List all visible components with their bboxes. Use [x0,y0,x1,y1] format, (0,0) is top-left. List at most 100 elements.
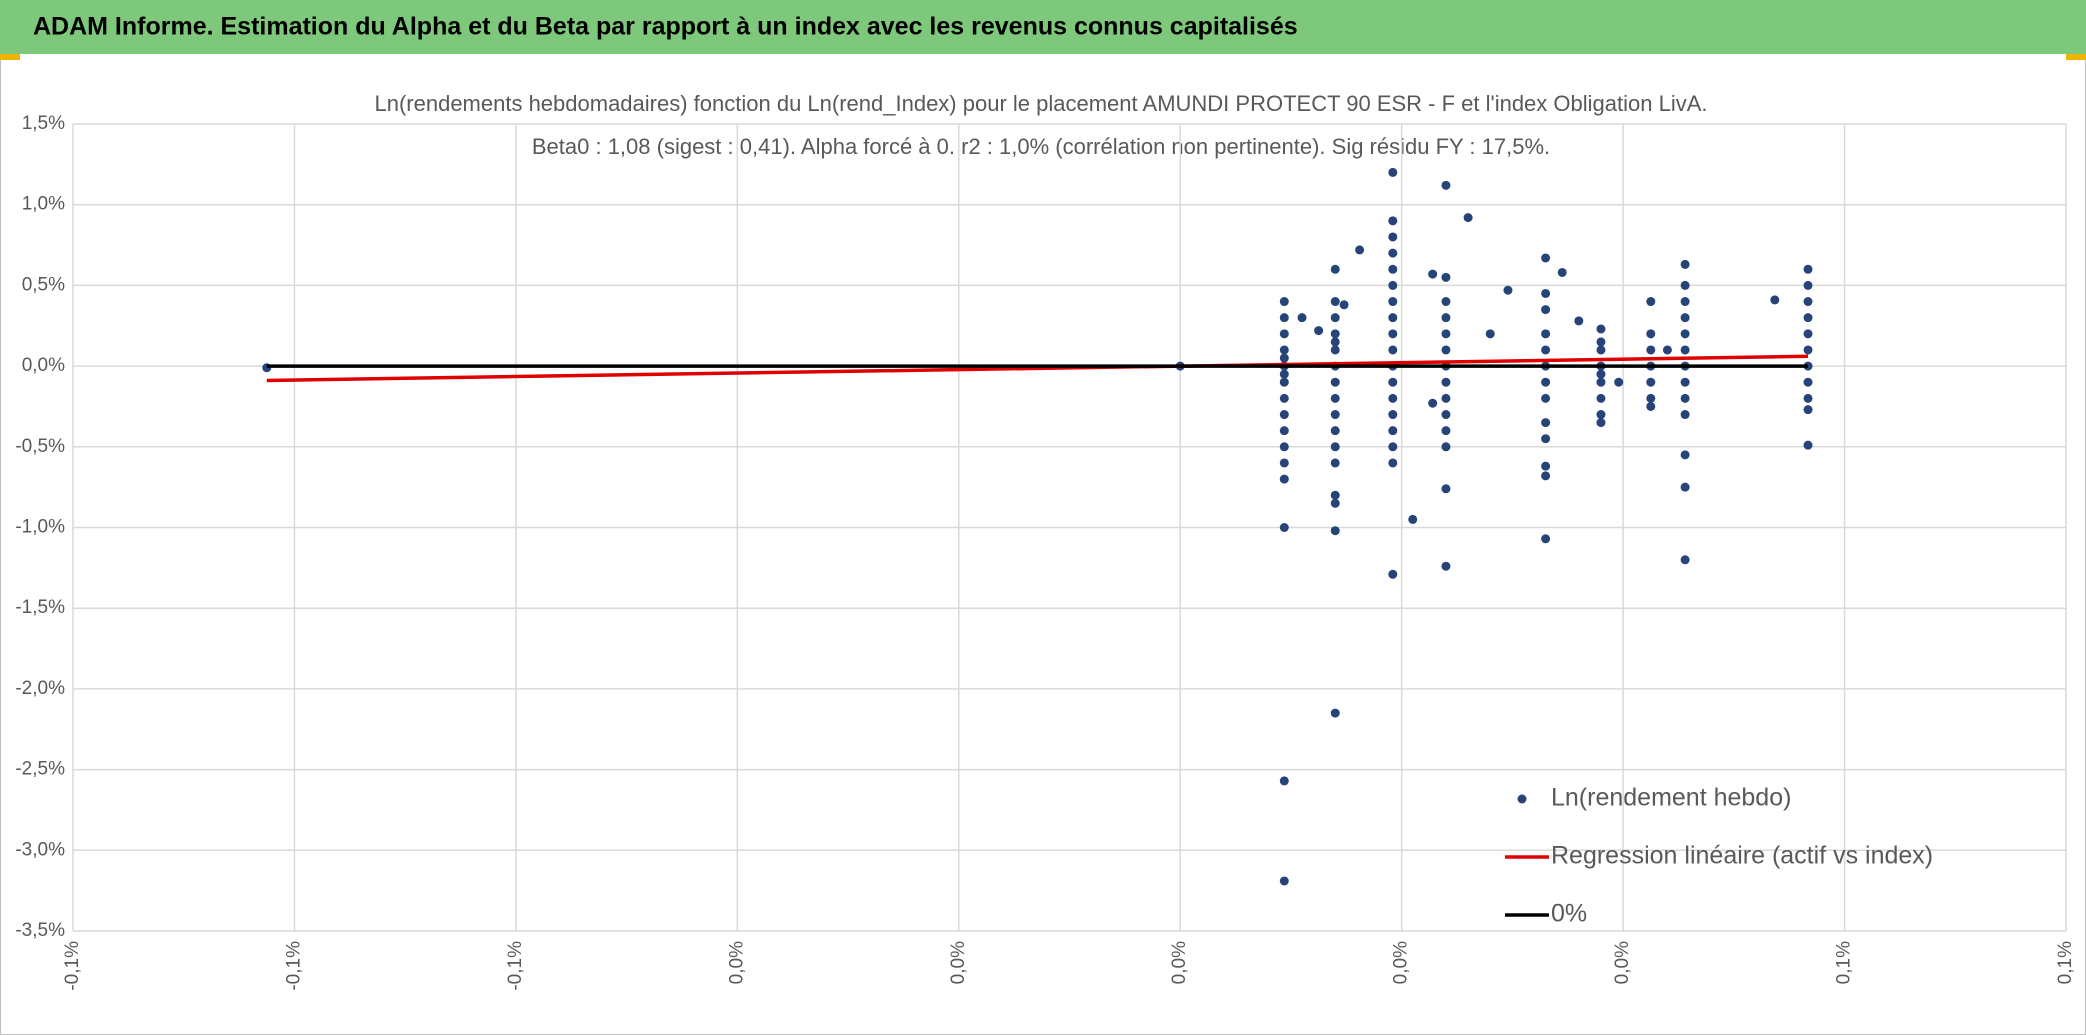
point [1803,377,1813,387]
point [1441,410,1451,420]
point [1680,482,1690,492]
point [1441,329,1451,339]
legend-label: Ln(rendement hebdo) [1551,784,1791,812]
corner-mark [0,54,20,60]
legend-marker [1517,794,1527,804]
point [1541,461,1551,471]
point [1279,410,1289,420]
point [1680,345,1690,355]
point [1541,329,1551,339]
y-tick-label: 0,0% [22,355,65,376]
point [1541,418,1551,428]
legend-label: 0% [1551,900,1587,928]
point [1441,442,1451,452]
point [1680,410,1690,420]
point [1541,377,1551,387]
point [1330,337,1340,347]
point [1680,555,1690,565]
point [1428,269,1438,279]
point [1803,264,1813,274]
point [1279,377,1289,387]
point [1279,393,1289,403]
point [1680,377,1690,387]
point [1441,313,1451,323]
legend-label: Regression linéaire (actif vs index) [1551,842,1933,870]
point [1596,324,1606,334]
point [1803,440,1813,450]
point [1297,313,1307,323]
point [1388,264,1398,274]
point [1803,297,1813,307]
point [1803,345,1813,355]
point [1541,305,1551,315]
point [1330,377,1340,387]
point [1330,264,1340,274]
point [1803,393,1813,403]
point [1803,313,1813,323]
point [1330,498,1340,508]
point [1646,377,1656,387]
point [1680,450,1690,460]
point [1279,297,1289,307]
x-tick-label: -0,1% [505,941,526,991]
point [1330,490,1340,500]
point [1388,458,1398,468]
point [1330,393,1340,403]
y-tick-label: -3,0% [15,839,65,860]
point [1441,377,1451,387]
point [1388,426,1398,436]
point [1441,426,1451,436]
point [1388,442,1398,452]
point [1388,313,1398,323]
point [1388,297,1398,307]
point [1388,216,1398,226]
point [1596,369,1606,379]
point [1330,442,1340,452]
x-tick-label: -0,1% [62,941,83,991]
y-tick-label: 1,0% [22,194,65,215]
point [1279,442,1289,452]
point [1279,876,1289,886]
y-tick-label: -2,0% [15,678,65,699]
x-tick-label: 0,0% [1169,941,1190,984]
point [1441,297,1451,307]
point [1646,401,1656,411]
x-tick-label: 0,0% [1612,941,1633,984]
x-tick-label: 0,1% [1834,941,1855,984]
point [1441,345,1451,355]
point [1279,369,1289,379]
point [1388,329,1398,339]
point [1388,410,1398,420]
point [1314,326,1324,336]
point [1388,232,1398,242]
point [1279,458,1289,468]
point [1646,345,1656,355]
point [1441,484,1451,494]
x-tick-label: 0,0% [1391,941,1412,984]
chart-subtitle: Beta0 : 1,08 (sigest : 0,41). Alpha forc… [532,134,1550,159]
point [1596,393,1606,403]
point [1541,534,1551,544]
point [1803,329,1813,339]
y-tick-label: -2,5% [15,759,65,780]
y-tick-label: 1,5% [22,113,65,134]
point [1330,313,1340,323]
point [1770,295,1780,305]
point [1680,313,1690,323]
point [1355,245,1365,255]
point [1503,285,1513,295]
point [1279,313,1289,323]
point [1803,405,1813,415]
point [1646,329,1656,339]
point [1596,418,1606,428]
point [1646,297,1656,307]
point [1680,393,1690,403]
point [1279,353,1289,363]
point [1330,458,1340,468]
point [1330,426,1340,436]
point [1441,561,1451,571]
point [1441,272,1451,282]
point [1596,345,1606,355]
